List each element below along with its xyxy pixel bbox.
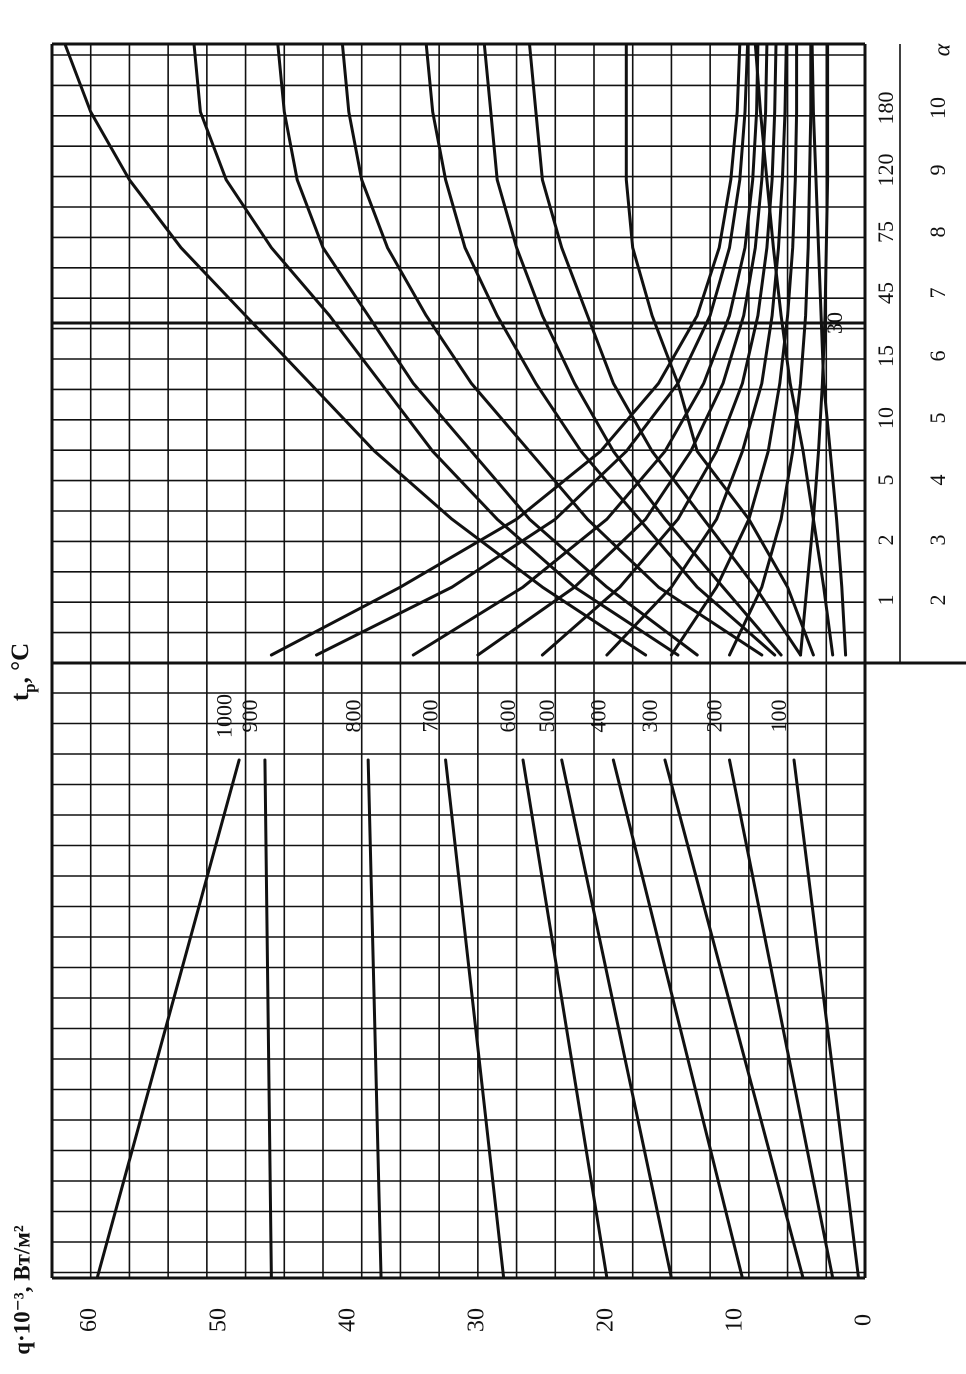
q-axis-title: q·10⁻³, Вт/м² (9, 1225, 34, 1355)
curve-falling-900 (269, 42, 742, 657)
q-tick-label: 50 (205, 1308, 231, 1332)
alpha-tick-label: 8 (925, 227, 950, 238)
alpha-axis-title: α (930, 43, 956, 56)
alpha-top-tick-label: 45 (873, 282, 898, 304)
alpha-tick-label: 4 (925, 475, 950, 486)
alpha-top-tick-label: 5 (873, 475, 898, 486)
curve-falling-200 (728, 42, 813, 657)
alpha-tick-label: 5 (925, 413, 950, 424)
curve-rising-800 (276, 42, 699, 657)
series-label-500: 500 (534, 700, 559, 733)
alpha-tick-label: 7 (925, 288, 950, 299)
curve-rising-300 (624, 42, 815, 657)
alpha-top-tick-label: 120 (873, 154, 898, 187)
series-line-700 (444, 758, 506, 1280)
alpha-top-tick-label: 180 (873, 92, 898, 125)
series-line-300 (663, 758, 805, 1280)
series-label-600: 600 (495, 700, 520, 733)
series-line-100 (792, 758, 861, 1280)
chart-curves (63, 42, 861, 1280)
series-label-900: 900 (237, 700, 262, 733)
q-tick-label: 0 (851, 1314, 877, 1326)
series-label-1000: 1000 (211, 694, 236, 738)
alpha-top-tick-label: 75 (873, 221, 898, 243)
alpha-tick-label: 6 (925, 351, 950, 362)
q-tick-label: 60 (76, 1308, 102, 1332)
curve-falling-300 (669, 42, 799, 657)
series-label-200: 200 (702, 700, 727, 733)
chart-axes (50, 42, 966, 1280)
curve-rising-600 (424, 42, 777, 657)
alpha-tick-label: 2 (925, 595, 950, 606)
series-label-100: 100 (766, 700, 791, 733)
alpha-top-tick-label: 1 (873, 595, 898, 606)
series-line-200 (728, 758, 835, 1280)
series-line-600 (521, 758, 609, 1280)
curve-falling-100 (799, 42, 830, 657)
curve-rising-1000 (63, 42, 648, 657)
t-r-axis-title: tр, °C (7, 643, 40, 701)
marker-label-30: 30 (822, 312, 847, 334)
t-r-unit: , °C (7, 643, 34, 684)
series-label-800: 800 (340, 700, 365, 733)
curve-falling-600 (476, 42, 769, 657)
alpha-tick-label: 10 (925, 97, 950, 119)
curve-falling-500 (540, 42, 778, 657)
q-tick-label: 10 (721, 1308, 747, 1332)
series-line-800 (366, 758, 383, 1280)
q-tick-label: 40 (334, 1308, 360, 1332)
chart-grid (51, 44, 866, 1278)
alpha-top-tick-label: 15 (873, 345, 898, 367)
q-tick-label: 30 (463, 1308, 489, 1332)
series-line-400 (611, 758, 744, 1280)
q-tick-label: 20 (592, 1308, 618, 1332)
alpha-tick-label: 9 (925, 165, 950, 176)
t-r-main: t (7, 692, 34, 701)
series-line-1000 (95, 758, 241, 1280)
curve-falling-700 (411, 42, 760, 657)
series-label-700: 700 (418, 700, 443, 733)
curve-rising-700 (340, 42, 764, 657)
chart-labels: 0 10 20 30 40 50 60 q·10⁻³, Вт/м² tр, °C 100 200 30… (7, 43, 956, 1354)
curve-falling-800 (315, 42, 750, 657)
curve-rising-400 (528, 42, 802, 657)
t-r-subscript: р (20, 683, 39, 692)
alpha-top-tick-label: 2 (873, 535, 898, 546)
series-label-400: 400 (585, 700, 610, 733)
series-line-900 (263, 758, 273, 1280)
curve-rising-900 (192, 42, 680, 657)
alpha-tick-label: 3 (925, 535, 950, 546)
series-line-500 (560, 758, 673, 1280)
alpha-top-tick-label: 10 (873, 407, 898, 429)
series-label-300: 300 (637, 700, 662, 733)
curve-falling-400 (605, 42, 788, 657)
